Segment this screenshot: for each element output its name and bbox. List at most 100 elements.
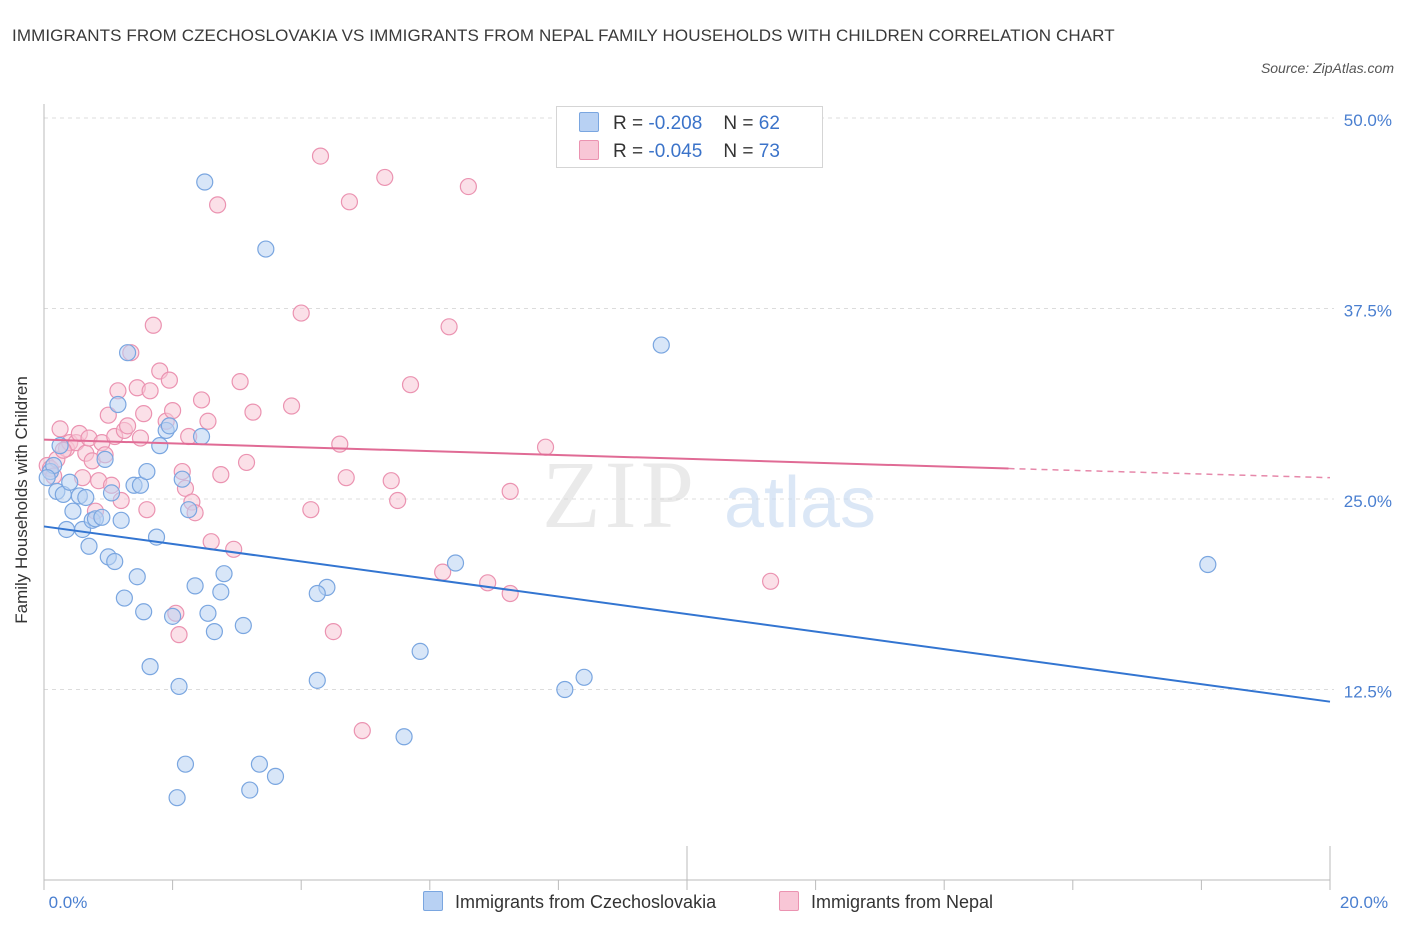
czechoslovakia-point [180,501,198,519]
n-label: N = [723,141,754,162]
czechoslovakia-point [93,508,111,526]
x-tick-label: 0.0% [49,893,88,912]
nepal-point [192,391,211,409]
czechoslovakia-point [173,470,191,488]
czechoslovakia-point [196,173,214,191]
czechoslovakia-point [164,607,182,625]
czechoslovakia-point [168,789,186,807]
watermark-atlas: atlas [724,463,876,543]
legend-item-nepal[interactable]: Immigrants from Nepal [779,889,993,915]
czechoslovakia-point [215,565,233,583]
nepal-trend-extension [1008,467,1331,479]
czechoslovakia-point [109,395,127,414]
czechoslovakia-point [199,604,217,622]
tick-labels: 12.5% 25.0% 37.5% 50.0% 0.0% 20.0% [49,111,1392,912]
nepal-point [459,177,477,196]
czechoslovakia-point [556,680,574,699]
czechoslovakia-point [234,616,252,635]
n-value: 62 [758,113,780,134]
nepal-point [51,420,69,438]
nepal-point [141,382,159,400]
nepal-point [118,417,137,435]
axes [43,104,1331,890]
czechoslovakia-point [446,554,465,572]
czechoslovakia-point [106,552,124,571]
czechoslovakia-point [96,450,114,468]
blue-swatch [423,891,443,911]
czechoslovakia-point [102,484,121,502]
czechoslovakia-point [128,568,146,586]
legend-row-nepal: R = -0.045 N = 73 [579,139,780,165]
czechoslovakia-point [115,589,133,607]
czechoslovakia-point [266,767,285,785]
czechoslovakia-point [135,603,153,621]
nepal-point [761,572,780,590]
pink-swatch [579,140,599,160]
czechoslovakia-point [186,577,204,595]
nepal-point [282,397,301,415]
nepal-point [135,405,153,423]
nepal-point [501,584,519,603]
czechoslovakia-point [308,671,326,689]
czechoslovakia-point [131,476,150,494]
nepal-point [199,412,217,430]
czechoslovakia-point [38,469,56,487]
nepal-point [231,373,249,391]
nepal-point [501,482,519,500]
nepal-point [160,371,178,389]
trend-lines [43,438,1331,703]
r-label: R = [613,141,644,162]
blue-swatch [579,112,599,132]
nepal-point [536,438,555,456]
czechoslovakia-point [118,344,137,362]
y-tick-label: 37.5% [1344,302,1392,321]
czechoslovakia-point [1199,555,1217,574]
y-axis-label: Family Households with Children [12,376,31,624]
nepal-point [440,318,458,336]
czechoslovakia-point [77,488,95,507]
nepal-point [324,622,342,641]
watermark: ZIP atlas [542,441,876,548]
czechoslovakia-point [308,584,326,603]
nepal-point [237,453,256,472]
czechoslovakia-point [61,473,79,491]
nepal-point [331,435,349,453]
czechoslovakia-point [51,437,69,455]
czechoslovakia-point [80,537,98,555]
nepal-point [202,533,220,551]
nepal-point [302,501,320,519]
czechoslovakia-point [205,622,223,641]
czechoslovakia-point [112,511,130,529]
series-czechoslovakia-points [38,173,1217,807]
nepal-point [340,193,359,211]
correlation-legend: R = -0.208 N = 62 R = -0.045 N = 73 [556,106,823,168]
y-axis-label-wrap: Family Households with Children [2,300,42,700]
czechoslovakia-point [151,437,169,455]
czechoslovakia-point [138,462,156,481]
nepal-point [389,491,407,510]
nepal-point [131,429,150,447]
nepal-trend-line [43,438,1009,470]
nepal-point [209,196,227,214]
chart-title: IMMIGRANTS FROM CZECHOSLOVAKIA VS IMMIGR… [12,26,1115,45]
nepal-point [225,540,243,558]
legend-item-czechoslovakia[interactable]: Immigrants from Czechoslovakia [423,889,716,915]
x-tick-label: 20.0% [1340,893,1388,912]
czechoslovakia-point [212,583,230,601]
nepal-point [337,469,355,487]
czechoslovakia-point [176,755,195,773]
czechoslovakia-point [652,336,670,354]
czechoslovakia-trend-line [43,525,1331,703]
series-legend: Immigrants from Czechoslovakia Immigrant… [0,889,1406,915]
czechoslovakia-point [411,642,429,661]
nepal-point [164,402,182,420]
legend-label: Immigrants from Czechoslovakia [455,892,717,912]
czechoslovakia-point [575,668,593,686]
y-tick-label: 25.0% [1344,492,1392,511]
czechoslovakia-point [257,240,275,258]
nepal-point [144,316,162,334]
czechoslovakia-point [64,502,82,520]
nepal-point [382,472,400,490]
nepal-point [376,168,394,187]
